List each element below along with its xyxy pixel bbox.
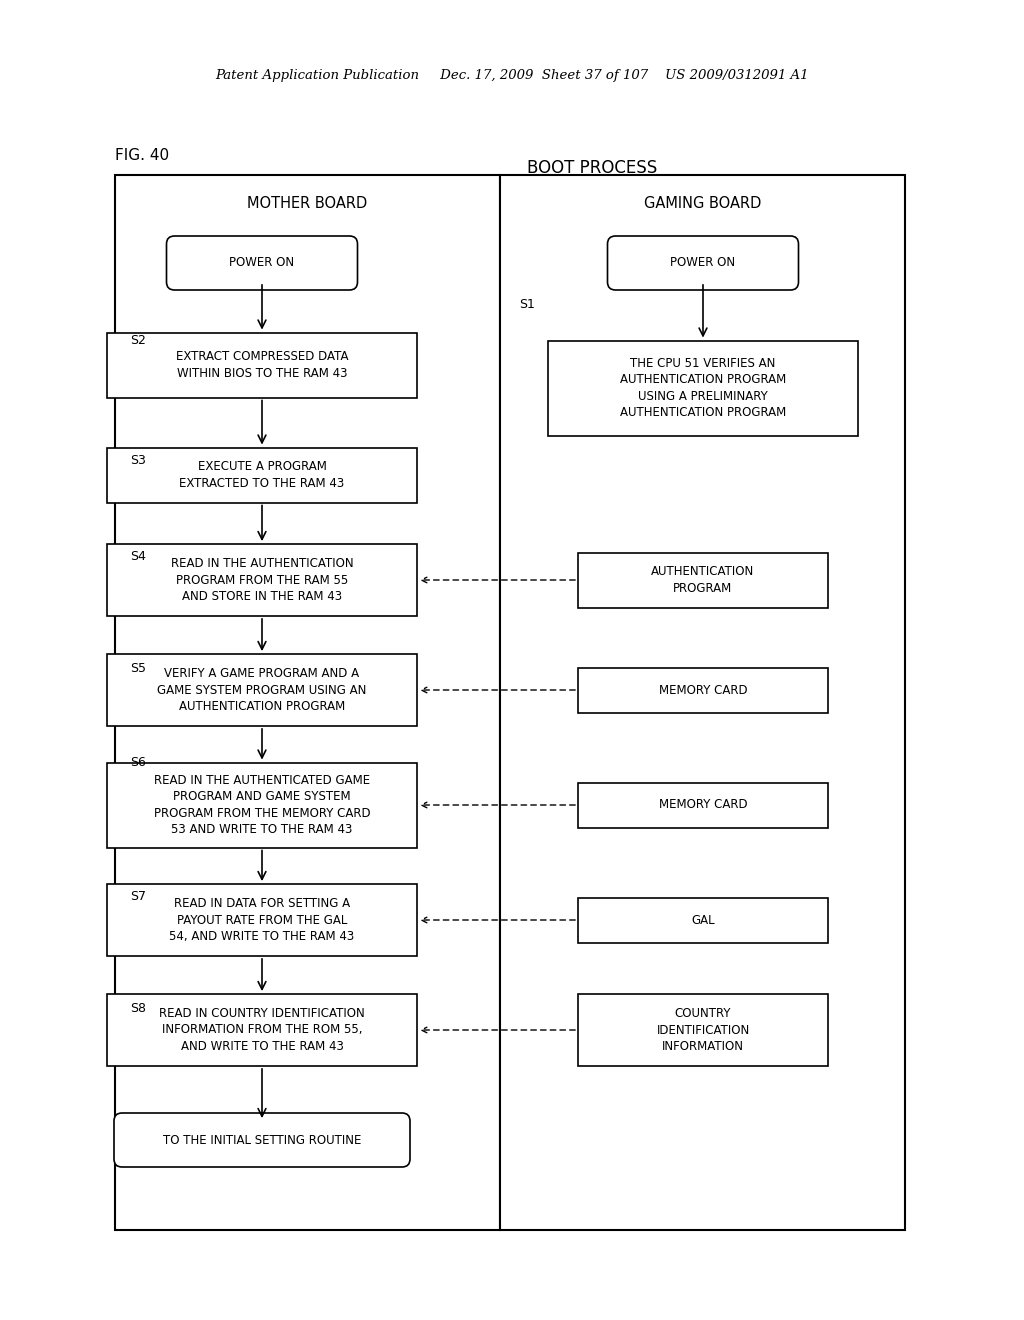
FancyBboxPatch shape: [500, 176, 905, 1230]
Text: S3: S3: [130, 454, 145, 466]
Text: S1: S1: [519, 298, 535, 312]
FancyBboxPatch shape: [167, 236, 357, 290]
FancyBboxPatch shape: [578, 553, 828, 607]
Text: S6: S6: [130, 755, 145, 768]
Text: COUNTRY
IDENTIFICATION
INFORMATION: COUNTRY IDENTIFICATION INFORMATION: [656, 1007, 750, 1053]
Text: TO THE INITIAL SETTING ROUTINE: TO THE INITIAL SETTING ROUTINE: [163, 1134, 361, 1147]
Text: VERIFY A GAME PROGRAM AND A
GAME SYSTEM PROGRAM USING AN
AUTHENTICATION PROGRAM: VERIFY A GAME PROGRAM AND A GAME SYSTEM …: [158, 667, 367, 713]
Text: READ IN DATA FOR SETTING A
PAYOUT RATE FROM THE GAL
54, AND WRITE TO THE RAM 43: READ IN DATA FOR SETTING A PAYOUT RATE F…: [169, 898, 354, 942]
Text: S5: S5: [130, 661, 146, 675]
Text: EXTRACT COMPRESSED DATA
WITHIN BIOS TO THE RAM 43: EXTRACT COMPRESSED DATA WITHIN BIOS TO T…: [176, 350, 348, 380]
Text: MOTHER BOARD: MOTHER BOARD: [248, 195, 368, 210]
Text: Patent Application Publication     Dec. 17, 2009  Sheet 37 of 107    US 2009/031: Patent Application Publication Dec. 17, …: [215, 69, 809, 82]
FancyBboxPatch shape: [578, 668, 828, 713]
Text: POWER ON: POWER ON: [229, 256, 295, 269]
FancyBboxPatch shape: [548, 341, 858, 436]
Text: S7: S7: [130, 891, 146, 903]
Text: THE CPU 51 VERIFIES AN
AUTHENTICATION PROGRAM
USING A PRELIMINARY
AUTHENTICATION: THE CPU 51 VERIFIES AN AUTHENTICATION PR…: [620, 356, 786, 420]
Text: AUTHENTICATION
PROGRAM: AUTHENTICATION PROGRAM: [651, 565, 755, 595]
Text: FIG. 40: FIG. 40: [115, 148, 169, 162]
Text: READ IN THE AUTHENTICATION
PROGRAM FROM THE RAM 55
AND STORE IN THE RAM 43: READ IN THE AUTHENTICATION PROGRAM FROM …: [171, 557, 353, 603]
Text: S2: S2: [130, 334, 145, 346]
Text: GAL: GAL: [691, 913, 715, 927]
FancyBboxPatch shape: [115, 176, 500, 1230]
FancyBboxPatch shape: [607, 236, 799, 290]
FancyBboxPatch shape: [106, 763, 417, 847]
Text: MEMORY CARD: MEMORY CARD: [658, 799, 748, 812]
FancyBboxPatch shape: [114, 1113, 410, 1167]
Text: READ IN COUNTRY IDENTIFICATION
INFORMATION FROM THE ROM 55,
AND WRITE TO THE RAM: READ IN COUNTRY IDENTIFICATION INFORMATI…: [159, 1007, 365, 1053]
FancyBboxPatch shape: [106, 994, 417, 1067]
FancyBboxPatch shape: [106, 884, 417, 956]
Text: READ IN THE AUTHENTICATED GAME
PROGRAM AND GAME SYSTEM
PROGRAM FROM THE MEMORY C: READ IN THE AUTHENTICATED GAME PROGRAM A…: [154, 774, 371, 837]
FancyBboxPatch shape: [578, 783, 828, 828]
Text: S4: S4: [130, 550, 145, 564]
Text: S8: S8: [130, 1002, 146, 1015]
FancyBboxPatch shape: [106, 653, 417, 726]
FancyBboxPatch shape: [578, 898, 828, 942]
FancyBboxPatch shape: [106, 544, 417, 616]
Text: GAMING BOARD: GAMING BOARD: [644, 195, 761, 210]
Text: POWER ON: POWER ON: [671, 256, 735, 269]
FancyBboxPatch shape: [106, 333, 417, 397]
FancyBboxPatch shape: [578, 994, 828, 1067]
FancyBboxPatch shape: [106, 447, 417, 503]
Text: BOOT PROCESS: BOOT PROCESS: [527, 158, 657, 177]
Text: MEMORY CARD: MEMORY CARD: [658, 684, 748, 697]
Text: EXECUTE A PROGRAM
EXTRACTED TO THE RAM 43: EXECUTE A PROGRAM EXTRACTED TO THE RAM 4…: [179, 461, 345, 490]
